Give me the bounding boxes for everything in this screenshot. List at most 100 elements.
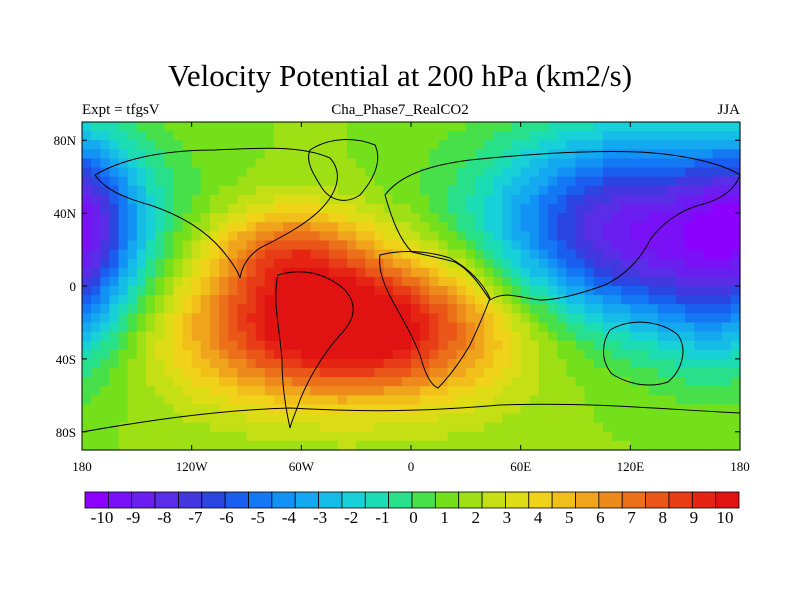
heatmap-cell xyxy=(328,413,339,424)
heatmap-cell xyxy=(621,422,631,433)
heatmap-cell xyxy=(538,386,549,396)
heatmap-cell xyxy=(200,295,211,305)
heatmap-cell xyxy=(374,386,385,396)
heatmap-cell xyxy=(237,413,248,424)
heatmap-cell xyxy=(301,395,312,406)
heatmap-cell xyxy=(420,240,430,251)
heatmap-cell xyxy=(228,276,238,287)
heatmap-cell xyxy=(639,222,650,232)
colorbar-label: 7 xyxy=(627,508,636,527)
heatmap-cell xyxy=(612,431,622,442)
heatmap-cell xyxy=(685,395,695,406)
heatmap-cell xyxy=(657,167,668,178)
heatmap-cell xyxy=(401,431,412,442)
heatmap-cell xyxy=(209,140,220,150)
heatmap-cell xyxy=(438,331,449,342)
heatmap-cell xyxy=(474,213,485,223)
heatmap-cell xyxy=(557,276,567,287)
heatmap-cell xyxy=(438,194,449,205)
heatmap-cell xyxy=(639,213,650,223)
heatmap-cell xyxy=(685,404,695,415)
heatmap-cell xyxy=(447,249,458,260)
heatmap-cell xyxy=(520,331,531,342)
heatmap-cell xyxy=(566,267,577,278)
heatmap-cell xyxy=(136,368,147,378)
heatmap-cell xyxy=(621,231,631,242)
heatmap-cell xyxy=(584,413,595,424)
heatmap-cell xyxy=(730,377,741,387)
heatmap-cell xyxy=(200,349,211,360)
heatmap-cell xyxy=(292,331,302,342)
heatmap-cell xyxy=(164,167,174,178)
heatmap-cell xyxy=(145,313,156,324)
heatmap-cell xyxy=(420,413,430,424)
heatmap-cell xyxy=(200,395,211,406)
coastline-south-america xyxy=(275,271,354,429)
heatmap-cell xyxy=(109,404,120,415)
heatmap-cell xyxy=(502,404,513,415)
heatmap-cell xyxy=(657,404,668,415)
heatmap-cell xyxy=(136,431,147,442)
heatmap-cell xyxy=(109,176,120,187)
heatmap-cell xyxy=(273,249,284,260)
heatmap-cell xyxy=(493,431,503,442)
heatmap-cell xyxy=(292,149,302,160)
heatmap-cell xyxy=(566,222,577,232)
heatmap-cell xyxy=(420,431,430,442)
heatmap-cell xyxy=(100,204,111,214)
heatmap-cell xyxy=(456,322,467,333)
heatmap-cell xyxy=(283,240,293,251)
heatmap-cell xyxy=(538,404,549,415)
heatmap-cell xyxy=(694,386,705,396)
heatmap-cell xyxy=(575,295,586,305)
heatmap-cell xyxy=(447,313,458,324)
heatmap-cell xyxy=(219,131,229,141)
heatmap-cell xyxy=(255,258,266,269)
heatmap-cell xyxy=(219,167,229,178)
heatmap-cell xyxy=(91,377,101,387)
heatmap-cell xyxy=(136,131,147,141)
heatmap-cell xyxy=(173,258,184,269)
heatmap-cell xyxy=(264,204,275,214)
heatmap-cell xyxy=(730,440,741,451)
heatmap-cell xyxy=(374,194,385,205)
heatmap-cell xyxy=(712,222,723,232)
heatmap-cell xyxy=(164,286,174,296)
heatmap-cell xyxy=(82,231,92,242)
heatmap-cell xyxy=(365,322,376,333)
heatmap-cell xyxy=(337,258,348,269)
heatmap-cell xyxy=(374,176,385,187)
heatmap-cell xyxy=(593,368,604,378)
heatmap-cell xyxy=(228,386,238,396)
heatmap-cell xyxy=(100,231,111,242)
heatmap-cell xyxy=(228,194,238,205)
heatmap-cell xyxy=(401,340,412,351)
heatmap-cell xyxy=(566,313,577,324)
heatmap-cell xyxy=(109,313,120,324)
heatmap-cell xyxy=(465,149,476,160)
colorbar-label: -2 xyxy=(344,508,358,527)
heatmap-cell xyxy=(347,368,357,378)
heatmap-cell xyxy=(612,185,622,196)
heatmap-cell xyxy=(612,331,622,342)
heatmap-cell xyxy=(411,358,421,369)
heatmap-cell xyxy=(155,185,165,196)
heatmap-cell xyxy=(91,331,101,342)
heatmap-cell xyxy=(356,404,366,415)
heatmap-cell xyxy=(383,413,394,424)
heatmap-cell xyxy=(602,249,613,260)
heatmap-cell xyxy=(328,122,339,132)
heatmap-cell xyxy=(283,194,293,205)
heatmap-cell xyxy=(365,213,376,223)
heatmap-cell xyxy=(127,222,138,232)
heatmap-cell xyxy=(447,395,458,406)
heatmap-cell xyxy=(657,213,668,223)
heatmap-cell xyxy=(246,377,257,387)
heatmap-cell xyxy=(365,204,376,214)
colorbar-swatch xyxy=(84,491,109,509)
heatmap-cell xyxy=(145,340,156,351)
heatmap-cell xyxy=(447,304,458,314)
heatmap-cell xyxy=(173,185,184,196)
heatmap-cell xyxy=(365,149,376,160)
heatmap-cell xyxy=(164,322,174,333)
